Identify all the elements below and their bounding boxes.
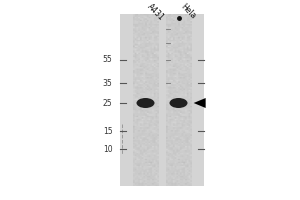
Text: A431: A431 <box>146 2 166 22</box>
Text: 25: 25 <box>103 98 112 108</box>
Text: 15: 15 <box>103 127 112 136</box>
Polygon shape <box>194 98 206 108</box>
Text: 55: 55 <box>103 55 112 64</box>
Ellipse shape <box>136 98 154 108</box>
Text: Hela: Hela <box>178 2 197 20</box>
Ellipse shape <box>169 98 188 108</box>
Text: 10: 10 <box>103 144 112 154</box>
Text: 35: 35 <box>103 78 112 88</box>
Bar <box>120 14 204 186</box>
